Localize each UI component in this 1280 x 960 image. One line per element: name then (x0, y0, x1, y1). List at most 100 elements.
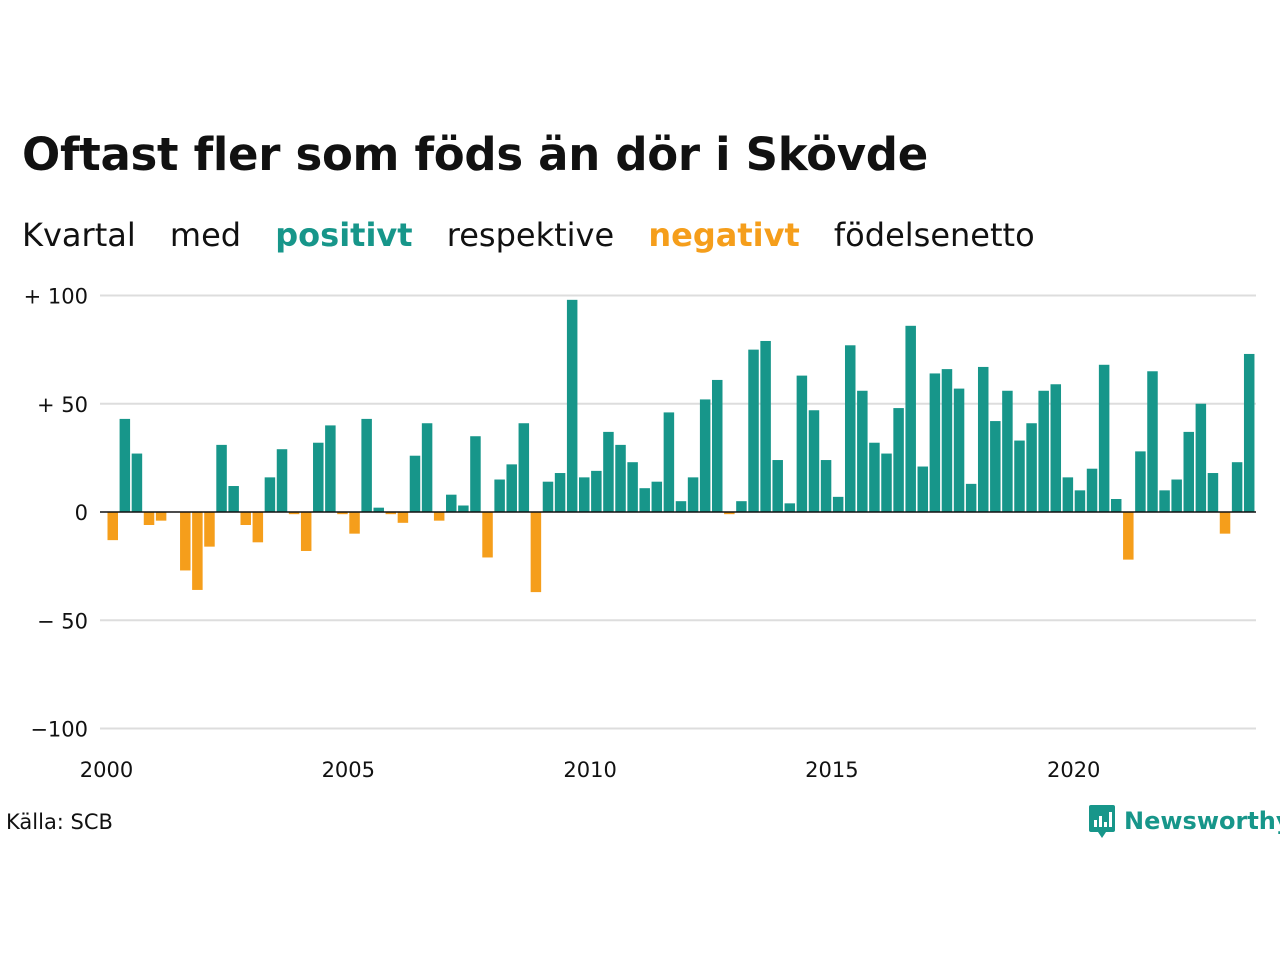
bar (1026, 423, 1037, 513)
legend-negative: negativt (648, 216, 800, 254)
bar (1050, 384, 1062, 512)
bar (1183, 431, 1195, 512)
legend-positive: positivt (275, 216, 413, 254)
bar (373, 507, 384, 512)
bar (252, 512, 264, 543)
bar (530, 512, 542, 593)
bar (1243, 353, 1255, 512)
bar (192, 512, 203, 590)
bar (566, 299, 578, 512)
bar (1014, 440, 1025, 513)
bar (385, 512, 397, 515)
bar (180, 512, 191, 571)
bar (1098, 364, 1110, 512)
y-tick-label: 0 (75, 501, 88, 525)
bar (1159, 490, 1170, 512)
bar (482, 512, 493, 558)
bar (240, 512, 251, 525)
bar (893, 408, 904, 512)
bar (264, 477, 276, 512)
bar (131, 453, 143, 512)
bar (288, 512, 300, 515)
bar (639, 488, 650, 513)
bar (470, 436, 481, 513)
subtitle-word: födelsenetto (833, 216, 1035, 254)
bar (446, 494, 457, 512)
y-tick-label: + 100 (24, 285, 88, 309)
bar (542, 481, 554, 512)
bar (651, 481, 663, 512)
bar (917, 466, 929, 512)
bar (784, 503, 796, 512)
bar (579, 477, 590, 512)
bar (107, 512, 118, 541)
chart-subtitle: Kvartal med positivt respektive negativt… (22, 216, 1059, 254)
bar (627, 462, 638, 512)
bar (506, 464, 517, 512)
bar (1135, 451, 1146, 512)
bar (905, 325, 916, 512)
bar (1062, 477, 1074, 512)
bar (228, 486, 239, 512)
bar (433, 512, 445, 521)
bar (337, 512, 348, 515)
bar (796, 375, 808, 513)
y-tick-label: + 50 (37, 393, 88, 417)
bar (1038, 390, 1049, 512)
bar (1171, 479, 1182, 512)
subtitle-word: Kvartal (22, 216, 136, 254)
bar (712, 379, 723, 512)
bar (977, 366, 989, 512)
chart-title: Oftast fler som föds än dör i Skövde (22, 128, 928, 181)
bar (397, 512, 409, 523)
bar (458, 505, 469, 512)
subtitle-word: med (169, 216, 242, 254)
bar (820, 460, 832, 512)
bar (1002, 390, 1013, 512)
bar (748, 349, 759, 513)
bar (832, 496, 844, 513)
bar (1147, 371, 1158, 512)
bar (808, 410, 820, 512)
x-tick-label: 2020 (1047, 758, 1100, 782)
bar (313, 442, 324, 512)
bar (494, 479, 505, 512)
x-tick-label: 2005 (322, 758, 375, 782)
y-tick-label: − 50 (37, 609, 88, 633)
bar (844, 345, 856, 512)
bar (675, 501, 687, 512)
bar (953, 388, 965, 513)
bar (699, 399, 711, 512)
bar (216, 444, 227, 512)
bar (869, 442, 880, 512)
bar-chart: + 100 + 50 0 − 50 −100 2000 2005 2010 2015 2020 (24, 285, 1256, 782)
bar (724, 512, 735, 515)
bar (421, 423, 433, 513)
y-tick-label: −100 (30, 718, 88, 742)
x-tick-label: 2000 (80, 758, 133, 782)
bar (204, 512, 215, 547)
bar (119, 418, 131, 512)
bar (1074, 490, 1086, 512)
subtitle-word: respektive (446, 216, 615, 254)
bar (409, 455, 421, 512)
bar (603, 431, 614, 512)
bar (929, 373, 941, 512)
brand-logo: Newsworthy (1088, 803, 1280, 839)
bar (881, 453, 892, 512)
bar (1207, 473, 1219, 512)
bar (1195, 403, 1207, 512)
bar (155, 512, 167, 521)
bar (941, 369, 953, 512)
brand-name: Newsworthy (1124, 807, 1280, 835)
bar (1231, 462, 1243, 512)
bar (1086, 468, 1098, 512)
x-tick-label: 2015 (805, 758, 858, 782)
bar (990, 421, 1001, 512)
bar (663, 412, 675, 512)
bar (361, 418, 372, 512)
bar (1219, 512, 1231, 534)
bar (300, 512, 312, 551)
bar (349, 512, 360, 534)
bar (760, 340, 771, 512)
